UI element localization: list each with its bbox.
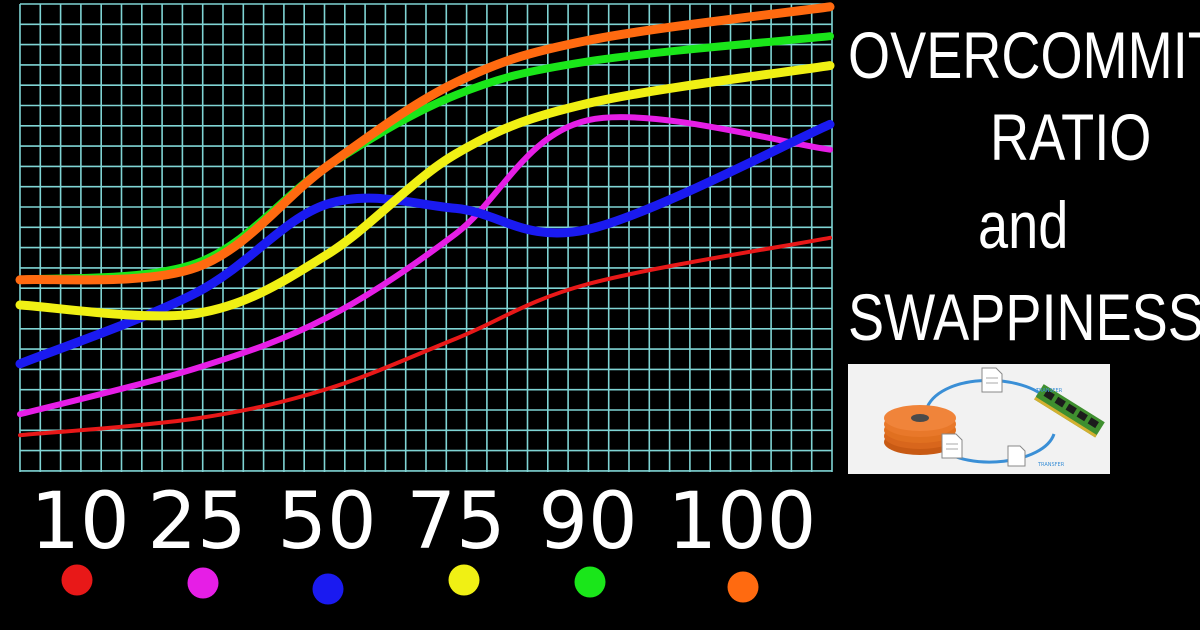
x-tick-label: 25: [147, 477, 246, 567]
series-line-1: [18, 235, 832, 438]
title-line-and: and: [978, 188, 1069, 262]
legend-dot-6: [727, 571, 759, 603]
transfer-arrow-top: [924, 378, 1048, 411]
swap-diagram: TRANSFER TRANSFER: [848, 364, 1110, 474]
legend-dot-2: [187, 567, 219, 599]
title-line-swappiness: SWAPPINESS: [848, 280, 1200, 354]
series-line-6: [15, 2, 835, 285]
legend-dot-1: [61, 564, 93, 596]
series-line-2: [17, 114, 833, 418]
x-tick-label: 100: [668, 477, 817, 567]
transfer-label-top: TRANSFER: [1035, 388, 1063, 394]
document-icon: [941, 433, 963, 459]
x-tick-label: 90: [538, 477, 637, 567]
title-line-overcommit: OVERCOMMIT: [848, 18, 1200, 92]
memory-chip-icon: [1034, 384, 1105, 438]
x-tick-label: 50: [277, 477, 376, 567]
series-line-3: [15, 119, 835, 369]
hard-disk-icon: [884, 405, 956, 455]
x-tick-label: 75: [406, 477, 505, 567]
transfer-label-bottom: TRANSFER: [1037, 462, 1065, 468]
title-line-ratio: RATIO: [990, 100, 1152, 174]
legend-dot-3: [312, 573, 344, 605]
legend: [61, 564, 759, 605]
chart-grid: [19, 3, 833, 472]
legend-dot-4: [448, 564, 480, 596]
chart-series: [15, 2, 835, 438]
swap-diagram-graphic: TRANSFER TRANSFER: [884, 367, 1105, 468]
x-tick-labels: 10 25 50 75 90 100: [30, 477, 816, 567]
series-line-4: [15, 61, 835, 321]
document-icon: [981, 367, 1003, 393]
legend-dot-5: [574, 566, 606, 598]
document-icon: [1007, 445, 1026, 467]
x-tick-label: 10: [30, 477, 129, 567]
